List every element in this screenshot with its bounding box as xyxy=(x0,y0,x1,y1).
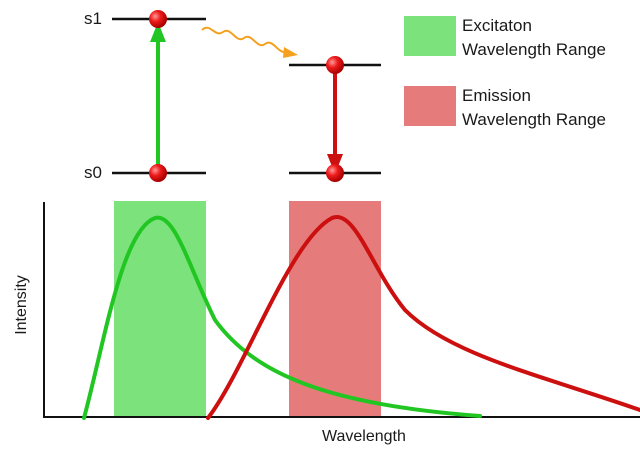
y-axis-label: Intensity xyxy=(13,275,30,335)
legend-emission-swatch xyxy=(404,86,456,126)
electron-s1-relaxed xyxy=(326,56,344,74)
emission-range-band xyxy=(289,201,381,417)
legend-emission-line1: Emission xyxy=(462,86,531,105)
excitation-curve xyxy=(82,215,482,420)
electron-s0-ground-right xyxy=(326,164,344,182)
relaxation-wavy-arrow xyxy=(201,26,287,54)
electron-s1-excited xyxy=(149,10,167,28)
legend-emission-line2: Wavelength Range xyxy=(462,110,606,129)
excitation-range-band xyxy=(114,201,206,417)
excitation-arrowhead xyxy=(150,22,166,42)
electron-s0-ground-left xyxy=(149,164,167,182)
legend-excitation-line2: Wavelength Range xyxy=(462,40,606,59)
s1-label: s1 xyxy=(84,9,102,28)
relaxation-arrowhead xyxy=(283,47,298,58)
emission-curve xyxy=(206,214,640,420)
s0-label: s0 xyxy=(84,163,102,182)
legend-excitation-swatch xyxy=(404,16,456,56)
x-axis-label: Wavelength xyxy=(322,428,406,445)
legend-excitation-line1: Excitaton xyxy=(462,16,532,35)
